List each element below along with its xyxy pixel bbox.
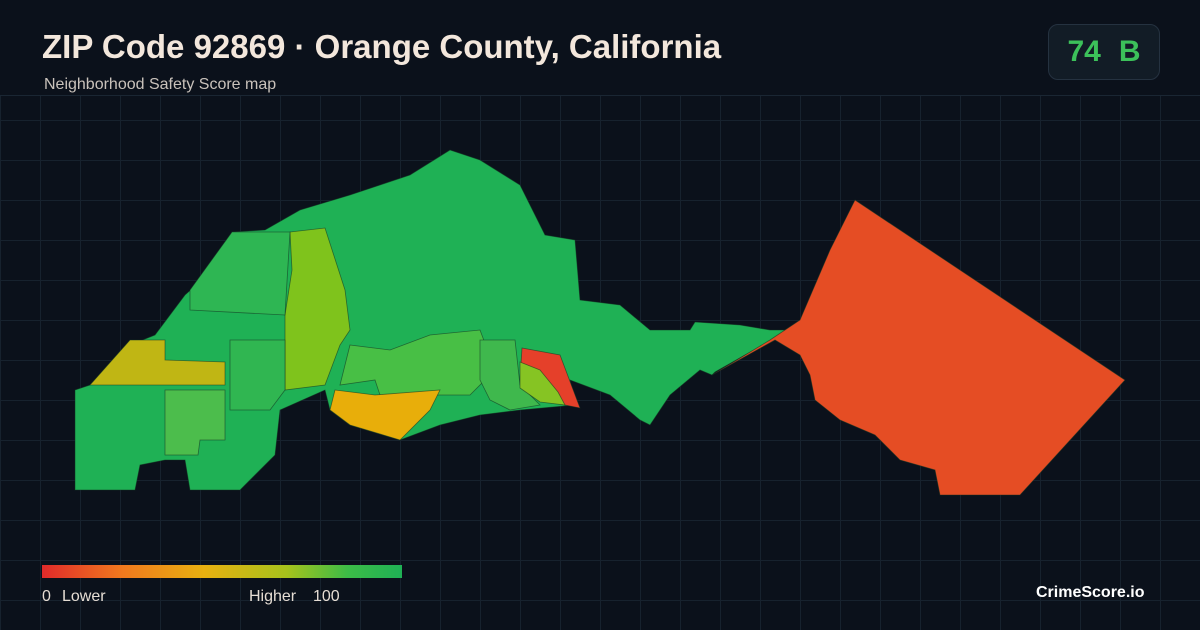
score-grade: B [1118, 35, 1141, 68]
legend-min: 0 [42, 588, 51, 605]
region [339, 329, 496, 396]
region [329, 389, 441, 441]
region [519, 361, 566, 406]
legend-max: 100 [313, 588, 340, 605]
subtitle: Neighborhood Safety Score map [44, 76, 277, 93]
brand: CrimeScore.io [1036, 584, 1145, 601]
legend-bar [42, 565, 402, 578]
region [164, 389, 226, 456]
title: ZIP Code 92869 · Orange County, Californ… [42, 28, 722, 65]
region [284, 227, 351, 391]
region [89, 339, 226, 386]
header: ZIP Code 92869 · Orange County, Californ… [0, 0, 1200, 96]
region [479, 339, 541, 411]
score-badge: 74 B [1048, 24, 1160, 80]
region [229, 339, 286, 411]
region [189, 231, 291, 316]
legend-max-label: Higher [249, 588, 297, 605]
score-value: 74 [1067, 35, 1101, 68]
region [711, 199, 1126, 496]
legend-min-label: Lower [62, 588, 106, 605]
